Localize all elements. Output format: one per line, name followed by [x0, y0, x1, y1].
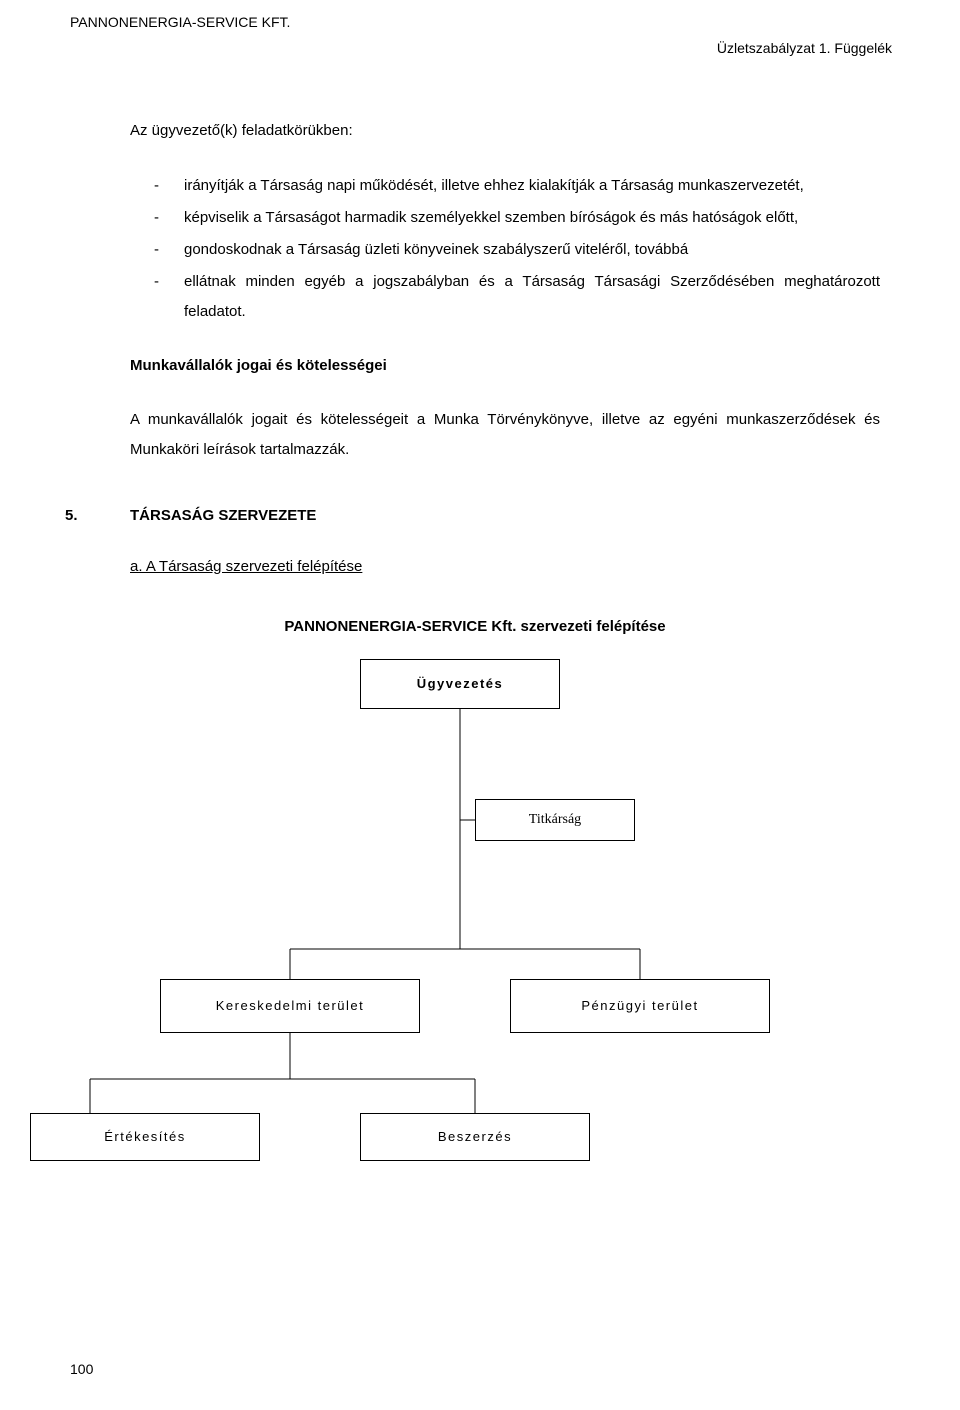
subsection-title: a. A Társaság szervezeti felépítése [130, 556, 880, 579]
main-content: Az ügyvezető(k) feladatkörükben: irányít… [130, 120, 880, 1179]
intro-heading: Az ügyvezető(k) feladatkörükben: [130, 120, 880, 143]
header-company: PANNONENERGIA-SERVICE KFT. [70, 12, 290, 33]
section-title: TÁRSASÁG SZERVEZETE [130, 505, 316, 528]
duties-list: irányítják a Társaság napi működését, il… [130, 171, 880, 327]
section-number: 5. [65, 505, 130, 528]
body-paragraph: A munkavállalók jogait és kötelességeit … [130, 405, 880, 465]
org-node-sales: Értékesítés [30, 1113, 260, 1161]
page-number: 100 [70, 1359, 93, 1380]
org-node-secretariat: Titkárság [475, 799, 635, 841]
org-node-financial: Pénzügyi terület [510, 979, 770, 1033]
header-doc-title: Üzletszabályzat 1. Függelék [717, 38, 892, 59]
list-item: irányítják a Társaság napi működését, il… [154, 171, 880, 201]
list-item: gondoskodnak a Társaság üzleti könyveine… [154, 235, 880, 265]
org-node-management: Ügyvezetés [360, 659, 560, 709]
section-heading: 5. TÁRSASÁG SZERVEZETE [65, 505, 880, 528]
org-chart-connectors [30, 659, 850, 1179]
org-node-commercial: Kereskedelmi terület [160, 979, 420, 1033]
org-chart: Ügyvezetés Titkárság Kereskedelmi terüle… [30, 659, 850, 1179]
org-node-procurement: Beszerzés [360, 1113, 590, 1161]
sub-heading: Munkavállalók jogai és kötelességei [130, 355, 880, 378]
org-chart-title: PANNONENERGIA-SERVICE Kft. szervezeti fe… [70, 616, 880, 639]
list-item: képviselik a Társaságot harmadik személy… [154, 203, 880, 233]
list-item: ellátnak minden egyéb a jogszabályban és… [154, 267, 880, 327]
